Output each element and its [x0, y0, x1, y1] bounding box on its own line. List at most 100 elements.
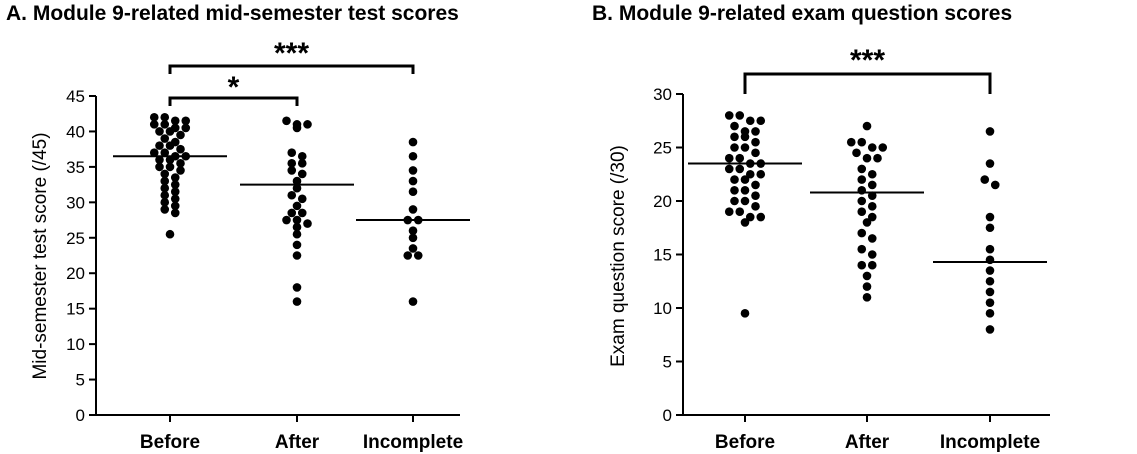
x-category-label: Incomplete	[940, 432, 1040, 453]
x-category-label: Before	[140, 432, 200, 453]
data-point	[160, 183, 170, 193]
data-point	[867, 202, 877, 211]
data-point	[756, 116, 766, 126]
data-point	[297, 159, 307, 168]
data-point	[862, 271, 872, 281]
data-point	[181, 123, 191, 133]
data-point	[735, 164, 745, 174]
data-point	[724, 153, 734, 163]
data-point	[160, 134, 170, 143]
data-point	[751, 180, 760, 190]
data-point	[985, 325, 995, 334]
data-point	[745, 169, 755, 179]
data-point	[292, 123, 302, 133]
data-point	[165, 155, 175, 165]
data-point	[867, 260, 877, 270]
data-point	[155, 155, 164, 165]
data-point	[867, 169, 877, 179]
data-point	[985, 298, 995, 307]
y-tick-label: 35	[66, 158, 85, 177]
significance-bracket	[168, 96, 299, 106]
data-point	[862, 153, 872, 163]
data-point	[160, 120, 170, 129]
data-point	[867, 250, 877, 259]
y-tick-label: 30	[66, 193, 85, 212]
data-point	[170, 180, 180, 189]
data-point	[751, 202, 760, 211]
x-category-label: After	[845, 432, 890, 453]
data-point	[985, 276, 995, 286]
data-point	[160, 169, 170, 179]
data-point	[730, 121, 739, 131]
data-point	[282, 116, 291, 126]
y-tick-label: 15	[66, 300, 85, 319]
data-point	[730, 132, 739, 142]
data-point	[740, 309, 750, 318]
x-category-label: Incomplete	[363, 432, 463, 453]
data-point	[730, 186, 739, 195]
data-point	[408, 166, 418, 175]
data-point	[852, 148, 861, 158]
data-point	[857, 207, 867, 216]
data-point	[165, 127, 175, 136]
data-point	[165, 229, 175, 239]
data-point	[408, 297, 418, 306]
significance-bracket	[168, 64, 415, 74]
data-point	[862, 121, 872, 131]
data-point	[990, 180, 1000, 190]
data-point	[730, 143, 739, 152]
data-point	[980, 175, 990, 184]
data-point	[751, 191, 760, 200]
data-point	[170, 116, 180, 126]
data-point	[740, 186, 750, 195]
data-point	[287, 190, 297, 200]
data-point	[857, 228, 867, 238]
data-point	[292, 251, 302, 260]
data-point	[867, 191, 877, 200]
data-point	[985, 266, 995, 275]
data-point	[287, 166, 297, 175]
y-tick-label: 30	[653, 85, 672, 104]
data-point	[408, 226, 418, 235]
data-point	[985, 127, 995, 136]
data-point	[165, 141, 175, 150]
data-point	[740, 143, 750, 152]
data-point	[740, 132, 750, 142]
data-point	[297, 151, 307, 161]
data-point	[303, 120, 312, 129]
data-point	[149, 148, 159, 158]
data-point	[730, 175, 739, 184]
data-point	[292, 215, 302, 225]
y-tick-label: 40	[66, 122, 85, 141]
data-point	[730, 196, 739, 206]
y-tick-label: 0	[663, 406, 672, 425]
data-point	[155, 127, 164, 136]
data-point	[857, 164, 867, 174]
data-point	[155, 141, 164, 150]
data-point	[408, 137, 418, 147]
x-category-label: Before	[715, 432, 775, 453]
data-point	[297, 169, 307, 179]
data-point	[149, 120, 159, 129]
data-point	[867, 234, 877, 243]
data-point	[292, 176, 302, 186]
chart-a-title: A. Module 9-related mid-semester test sc…	[6, 2, 459, 25]
data-point	[756, 169, 766, 179]
data-point	[176, 166, 185, 175]
data-point	[751, 127, 760, 136]
data-point	[862, 293, 872, 302]
significance-label: ***	[850, 44, 885, 77]
y-tick-label: 45	[66, 87, 85, 106]
data-point	[413, 251, 423, 260]
data-point	[408, 205, 418, 214]
y-tick-label: 20	[66, 264, 85, 283]
significance-label: ***	[274, 37, 309, 70]
data-point	[408, 244, 418, 253]
data-point	[857, 196, 867, 206]
x-category-label: After	[275, 432, 320, 453]
data-point	[170, 194, 180, 204]
y-tick-label: 10	[653, 299, 672, 318]
y-tick-label: 20	[653, 192, 672, 211]
data-point	[867, 212, 877, 222]
